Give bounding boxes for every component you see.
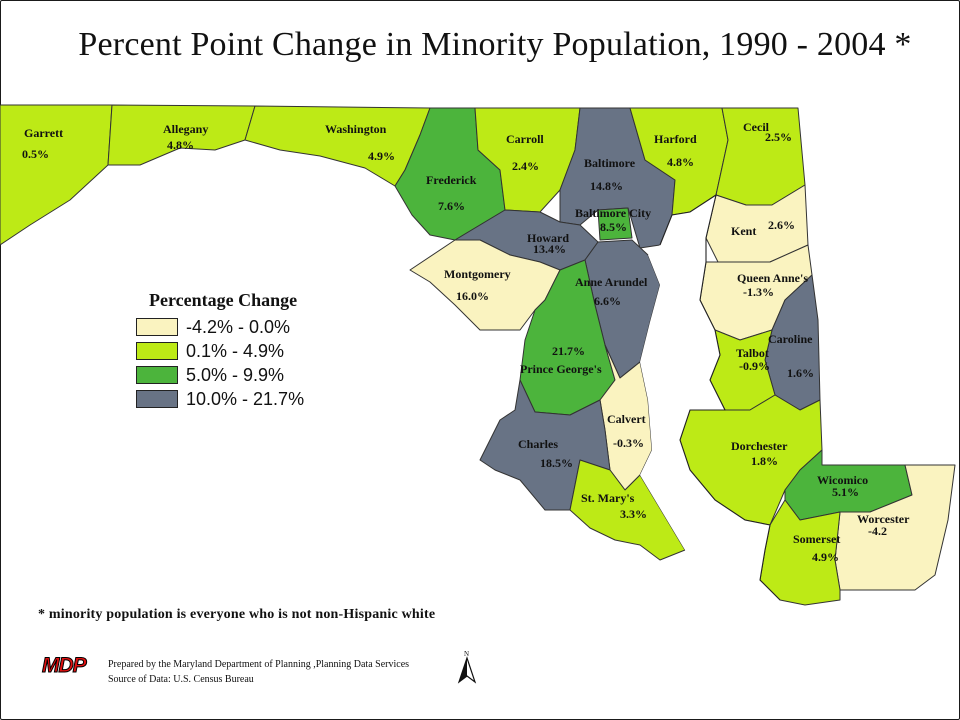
north-arrow-icon: N bbox=[455, 648, 479, 689]
footnote: * minority population is everyone who is… bbox=[38, 607, 436, 622]
county-value-label: 2.4% bbox=[512, 159, 539, 173]
county-value-label: 2.5% bbox=[765, 130, 792, 144]
chesapeake-bay bbox=[640, 195, 780, 610]
county-name-label: Somerset bbox=[793, 532, 840, 546]
county-name-label: Cecil bbox=[743, 120, 770, 134]
county-name-label: Baltimore bbox=[584, 156, 636, 170]
county-name-label: Garrett bbox=[24, 126, 63, 140]
county-name-label: Washington bbox=[325, 122, 387, 136]
chesapeake-shoreline bbox=[659, 193, 781, 601]
legend-item: -4.2% - 0.0% bbox=[136, 315, 304, 339]
county-name-label: St. Mary's bbox=[581, 491, 635, 505]
county-name-label: Charles bbox=[518, 437, 558, 451]
county-value-label: 2.6% bbox=[768, 218, 795, 232]
county-value-label: 8.5% bbox=[600, 220, 627, 234]
credits-prepared-by: Prepared by the Maryland Department of P… bbox=[108, 659, 410, 670]
county-value-label: 13.4% bbox=[533, 242, 566, 256]
county-name-label: Caroline bbox=[768, 332, 813, 346]
legend-item: 0.1% - 4.9% bbox=[136, 339, 304, 363]
county-name-label: Montgomery bbox=[444, 267, 511, 281]
county-name-label: Prince George's bbox=[520, 362, 602, 376]
county-value-label: 7.6% bbox=[438, 199, 465, 213]
mdp-logo: MDP bbox=[42, 654, 88, 678]
county-value-label: -4.2 bbox=[868, 524, 887, 538]
county-name-label: Calvert bbox=[607, 412, 646, 426]
legend: Percentage Change -4.2% - 0.0% 0.1% - 4.… bbox=[136, 290, 304, 411]
county-value-label: 16.0% bbox=[456, 289, 489, 303]
legend-label: -4.2% - 0.0% bbox=[186, 316, 291, 337]
county-value-label: 1.8% bbox=[751, 454, 778, 468]
county-value-label: -1.3% bbox=[743, 285, 774, 299]
county-value-label: -0.3% bbox=[613, 436, 644, 450]
county-name-label: Queen Anne's bbox=[737, 271, 808, 285]
north-label: N bbox=[464, 650, 469, 658]
county-name-label: Harford bbox=[654, 132, 697, 146]
county-value-label: 21.7% bbox=[552, 344, 585, 358]
legend-swatch bbox=[136, 342, 178, 360]
county-value-label: 4.9% bbox=[368, 149, 395, 163]
county-name-label: Talbot bbox=[736, 346, 769, 360]
county-name-label: Carroll bbox=[506, 132, 544, 146]
legend-label: 10.0% - 21.7% bbox=[186, 388, 305, 409]
county-value-label: 4.8% bbox=[667, 155, 694, 169]
legend-item: 5.0% - 9.9% bbox=[136, 363, 304, 387]
county-value-label: 3.3% bbox=[620, 507, 647, 521]
county-value-label: 5.1% bbox=[832, 485, 859, 499]
county-value-label: 6.6% bbox=[594, 294, 621, 308]
county-value-label: 4.8% bbox=[167, 138, 194, 152]
legend-title: Percentage Change bbox=[149, 290, 298, 310]
credits: Prepared by the Maryland Department of P… bbox=[108, 657, 409, 687]
county-name-label: Worcester bbox=[857, 512, 910, 526]
credits-source: Source of Data: U.S. Census Bureau bbox=[108, 674, 254, 685]
county-name-label: Baltimore City bbox=[575, 206, 651, 220]
county-baltimore-city[interactable] bbox=[597, 207, 633, 241]
county-name-label: Wicomico bbox=[817, 473, 868, 487]
county-value-label: 4.9% bbox=[812, 550, 839, 564]
county-name-label: Allegany bbox=[163, 122, 208, 136]
county-name-label: Howard bbox=[527, 231, 569, 245]
county-name-label: Anne Arundel bbox=[575, 275, 648, 289]
county-value-label: 1.6% bbox=[787, 366, 814, 380]
county-value-label: 0.5% bbox=[22, 147, 49, 161]
legend-swatch bbox=[136, 366, 178, 384]
legend-swatch bbox=[136, 390, 178, 408]
county-name-label: Dorchester bbox=[731, 439, 788, 453]
legend-item: 10.0% - 21.7% bbox=[136, 387, 304, 411]
legend-swatch bbox=[136, 318, 178, 336]
county-value-label: -0.9% bbox=[739, 359, 770, 373]
county-value-label: 14.8% bbox=[590, 179, 623, 193]
county-name-label: Frederick bbox=[426, 173, 477, 187]
legend-label: 0.1% - 4.9% bbox=[186, 340, 285, 361]
county-labels: Garrett 0.5% Allegany 4.8% Washington 4.9% Fre… bbox=[22, 120, 910, 564]
map-title: Percent Point Change in Minority Populat… bbox=[78, 26, 912, 63]
county-name-label: Kent bbox=[731, 224, 756, 238]
legend-label: 5.0% - 9.9% bbox=[186, 364, 285, 385]
county-value-label: 18.5% bbox=[540, 456, 573, 470]
